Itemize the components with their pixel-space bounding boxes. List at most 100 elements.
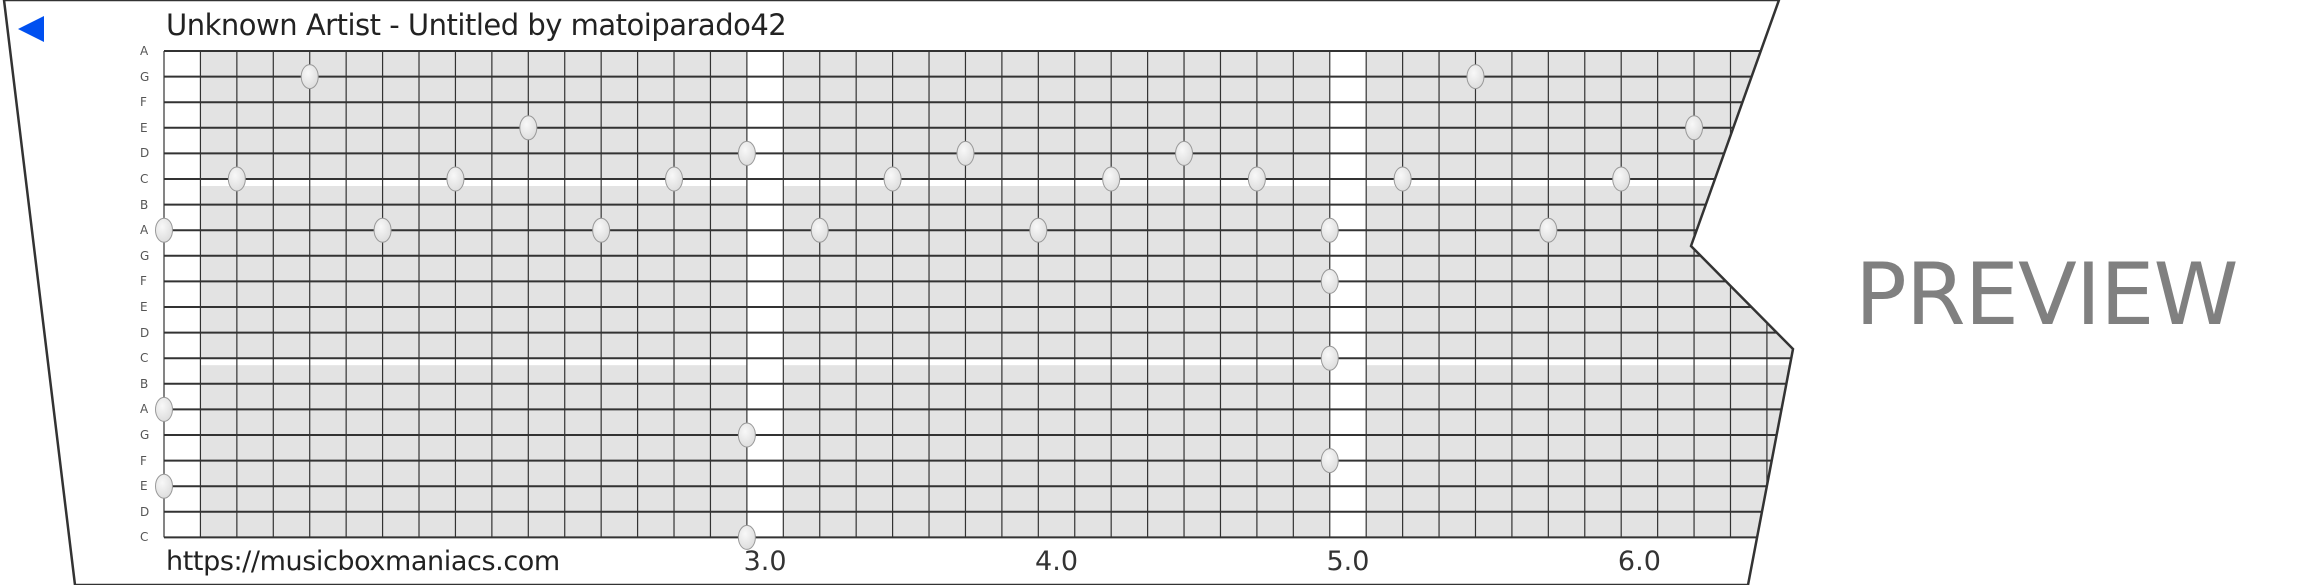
grid-cell-fill bbox=[1402, 186, 1440, 359]
note-hole bbox=[227, 166, 246, 192]
pitch-label: F bbox=[140, 274, 147, 289]
grid-cell-fill bbox=[601, 51, 638, 179]
grid-cell-fill bbox=[674, 51, 711, 179]
grid-cell-fill bbox=[1293, 51, 1330, 179]
grid-cell-fill bbox=[601, 365, 638, 538]
grid-cell-fill bbox=[419, 51, 456, 179]
grid-cell-fill bbox=[419, 365, 456, 538]
grid-cell-fill bbox=[1402, 51, 1440, 179]
note-hole bbox=[1175, 140, 1194, 166]
note-hole bbox=[155, 473, 173, 499]
note-hole bbox=[1685, 115, 1704, 141]
pitch-label: B bbox=[140, 197, 149, 212]
note-hole bbox=[1320, 345, 1339, 371]
grid-cell-fill bbox=[1766, 51, 1793, 179]
pitch-label: G bbox=[140, 69, 150, 84]
grid-cell-fill bbox=[819, 51, 857, 179]
grid-cell-fill bbox=[1001, 365, 1039, 538]
grid-cell-fill bbox=[856, 186, 893, 359]
pitch-label: C bbox=[140, 351, 149, 366]
grid-cell-fill bbox=[892, 51, 930, 179]
grid-cell-fill bbox=[1074, 186, 1112, 359]
grid-cell-fill bbox=[1038, 186, 1075, 359]
grid-cell-fill bbox=[1220, 365, 1257, 538]
grid-cell-fill bbox=[965, 186, 1002, 359]
beat-label: 6.0 bbox=[1617, 546, 1661, 577]
grid-cell-fill bbox=[200, 51, 237, 179]
pitch-label: D bbox=[140, 504, 150, 519]
grid-cell-fill bbox=[674, 186, 711, 359]
grid-cell-fill bbox=[1293, 186, 1330, 359]
grid-cell-fill bbox=[1657, 365, 1695, 538]
grid-cell-fill bbox=[819, 186, 857, 359]
note-hole bbox=[155, 217, 173, 243]
grid-cell-fill bbox=[1366, 365, 1403, 538]
grid-cell-fill bbox=[1256, 186, 1294, 359]
grid-cell-fill bbox=[1001, 51, 1039, 179]
pitch-label: A bbox=[140, 223, 149, 238]
grid-cell-fill bbox=[455, 51, 492, 179]
grid-cell-fill bbox=[1803, 365, 1839, 537]
note-hole bbox=[1320, 217, 1339, 243]
grid-cell-fill bbox=[1511, 186, 1549, 359]
back-arrow-icon[interactable] bbox=[18, 16, 44, 42]
beat-label: 3.0 bbox=[743, 546, 787, 577]
strip-outline bbox=[2, 0, 1795, 585]
note-hole bbox=[1320, 268, 1339, 294]
pitch-label: A bbox=[140, 44, 149, 58]
grid-cell-fill bbox=[236, 51, 274, 179]
pitch-label: E bbox=[140, 120, 148, 135]
grid-cell-fill bbox=[783, 365, 820, 538]
grid-cell-fill bbox=[1511, 51, 1549, 179]
note-hole bbox=[665, 166, 684, 192]
grid-cell-fill bbox=[382, 51, 420, 179]
note-hole bbox=[1102, 166, 1121, 192]
grid-cell-fill bbox=[1548, 365, 1585, 538]
note-hole bbox=[1029, 217, 1048, 243]
note-hole bbox=[883, 166, 902, 192]
grid-cell-fill bbox=[1584, 365, 1622, 538]
grid-cell-fill bbox=[674, 365, 711, 538]
grid-cell-fill bbox=[528, 186, 565, 359]
note-hole bbox=[956, 140, 975, 166]
pitch-label: E bbox=[140, 479, 148, 494]
grid-cell-fill bbox=[200, 365, 237, 538]
grid-cell-fill bbox=[637, 186, 675, 359]
grid-cell-fill bbox=[1730, 365, 1767, 538]
pitch-label: C bbox=[140, 172, 149, 186]
note-hole bbox=[1539, 217, 1558, 243]
grid-cell-fill bbox=[1694, 365, 1731, 538]
grid-cell-fill bbox=[236, 186, 274, 359]
pitch-label: D bbox=[140, 325, 150, 340]
grid-cell-fill bbox=[528, 51, 565, 179]
grid-cell-fill bbox=[1548, 186, 1585, 359]
note-hole bbox=[1320, 448, 1339, 474]
grid-cell-fill bbox=[1803, 186, 1839, 358]
site-url[interactable]: https://musicboxmaniacs.com bbox=[166, 546, 560, 577]
grid-cell-fill bbox=[1366, 186, 1403, 359]
grid-cell-fill bbox=[1730, 51, 1767, 179]
grid-cell-fill bbox=[1803, 51, 1839, 179]
note-hole bbox=[737, 140, 756, 166]
grid-cell-fill bbox=[1256, 51, 1294, 179]
grid-cell-fill bbox=[1584, 186, 1622, 359]
grid-cell-fill bbox=[491, 365, 529, 538]
grid-cell-fill bbox=[637, 365, 675, 538]
grid-cell-fill bbox=[856, 51, 893, 179]
grid-cell-fill bbox=[1220, 51, 1257, 179]
grid-cell-fill bbox=[1074, 365, 1112, 538]
pitch-label: F bbox=[140, 453, 147, 468]
grid-cell-fill bbox=[1184, 365, 1221, 538]
grid-cell-fill bbox=[382, 186, 420, 359]
grid-cell-fill bbox=[273, 186, 310, 359]
grid-cell-fill bbox=[309, 365, 347, 538]
beat-label: 4.0 bbox=[1035, 546, 1079, 577]
grid-cell-fill bbox=[1366, 51, 1403, 179]
grid-cell-fill bbox=[1402, 365, 1440, 538]
grid-cell-fill bbox=[929, 365, 966, 538]
grid-cell-fill bbox=[1038, 365, 1075, 538]
grid-cell-fill bbox=[528, 365, 565, 538]
grid-cell-fill bbox=[273, 365, 310, 538]
grid-cell-fill bbox=[564, 51, 602, 179]
